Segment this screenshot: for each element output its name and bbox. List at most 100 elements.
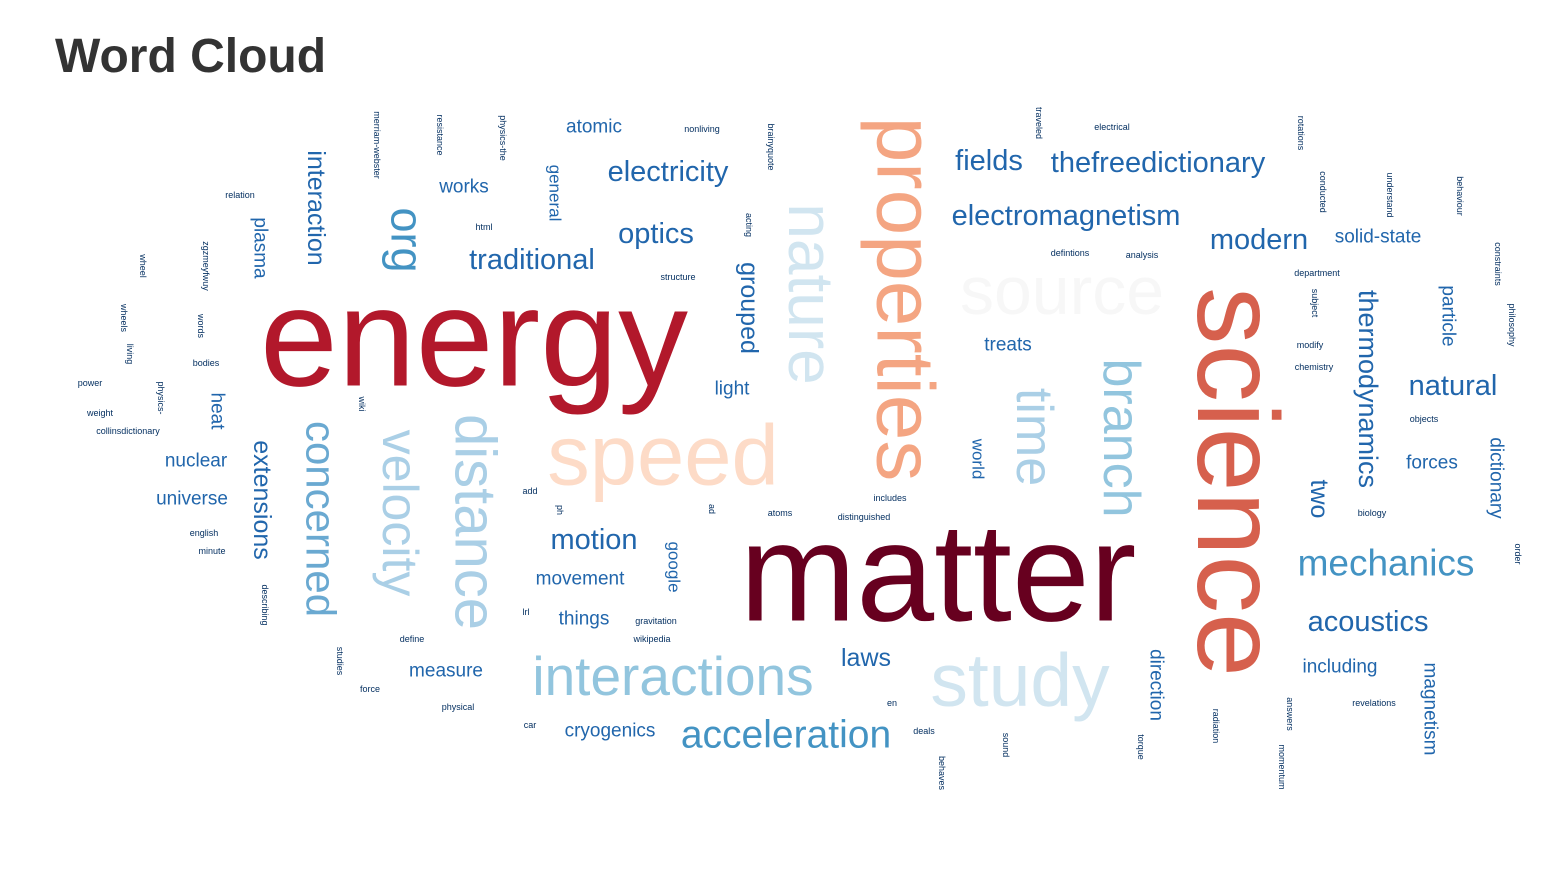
word-atoms: atoms <box>768 508 793 518</box>
word-electrical: electrical <box>1094 122 1130 132</box>
word-chemistry: chemistry <box>1295 362 1334 372</box>
word-rotations: rotations <box>1296 116 1306 151</box>
word-nature: nature <box>775 203 847 384</box>
word-conducted: conducted <box>1318 171 1328 213</box>
word-acting: acting <box>744 213 754 237</box>
word-fields: fields <box>955 145 1023 177</box>
word-revelations: revelations <box>1352 698 1396 708</box>
word-time: time <box>1005 388 1063 486</box>
word-dictionary: dictionary <box>1486 437 1507 519</box>
word-laws: laws <box>841 644 891 672</box>
word-interactions: interactions <box>532 645 813 707</box>
word-merriam-webster: merriam-webster <box>372 111 382 179</box>
word-acoustics: acoustics <box>1308 606 1429 638</box>
word-branch: branch <box>1092 359 1150 518</box>
word-wiki: wiki <box>357 396 367 412</box>
word-world: world <box>969 438 988 480</box>
word-thermodynamics: thermodynamics <box>1353 290 1383 488</box>
word-define: define <box>400 634 425 644</box>
word-google: google <box>665 541 684 592</box>
word-science: science <box>1173 287 1301 677</box>
word-biology: biology <box>1358 508 1387 518</box>
word-includes: includes <box>873 493 907 503</box>
word-subject: subject <box>1310 289 1320 318</box>
word-treats: treats <box>984 335 1032 356</box>
word-lrl: lrl <box>523 607 530 617</box>
word-concerned: concerned <box>298 421 345 617</box>
word-philosophy: philosophy <box>1507 303 1517 347</box>
word-optics: optics <box>618 218 694 250</box>
word-heat: heat <box>207 393 228 431</box>
word-structure: structure <box>660 272 695 282</box>
word-extensions: extensions <box>248 440 276 560</box>
word-gravitation: gravitation <box>635 616 677 626</box>
word-org: org <box>382 207 433 272</box>
word-traveled: traveled <box>1034 107 1044 139</box>
word-nonliving: nonliving <box>684 124 720 134</box>
word-things: things <box>559 609 610 630</box>
word-radiation: radiation <box>1211 709 1221 744</box>
word-minute: minute <box>198 546 225 556</box>
word-sound: sound <box>1001 733 1011 758</box>
word-torque: torque <box>1136 734 1146 760</box>
word-constraints: constraints <box>1493 242 1503 286</box>
word-ph: ph <box>555 505 565 515</box>
word-particle: particle <box>1438 285 1459 346</box>
word-department: department <box>1294 268 1340 278</box>
word-en: en <box>887 698 897 708</box>
word-words: words <box>196 313 206 339</box>
word-relation: relation <box>225 190 255 200</box>
word-deals: deals <box>913 726 935 736</box>
word-resistance: resistance <box>435 114 445 155</box>
word-electricity: electricity <box>608 156 729 188</box>
word-nuclear: nuclear <box>165 451 228 472</box>
word-velocity: velocity <box>372 430 428 597</box>
word-including: including <box>1303 657 1378 678</box>
word-behaves: behaves <box>937 756 947 791</box>
word-movement: movement <box>536 569 625 590</box>
word-brainyquote: brainyquote <box>766 123 776 170</box>
word-motion: motion <box>550 524 637 556</box>
word-zgzmeyfwuy: zgzmeyfwuy <box>201 241 211 291</box>
word-behaviour: behaviour <box>1455 176 1465 216</box>
word-cryogenics: cryogenics <box>565 721 656 742</box>
word-traditional: traditional <box>469 244 595 276</box>
word-modify: modify <box>1297 340 1324 350</box>
word-distance: distance <box>443 414 508 630</box>
word-source: source <box>960 253 1164 329</box>
word-magnetism: magnetism <box>1420 663 1441 756</box>
word-direction: direction <box>1146 649 1167 721</box>
word-atomic: atomic <box>566 117 622 138</box>
word-force: force <box>360 684 380 694</box>
word-two: two <box>1305 480 1333 519</box>
word-interaction: interaction <box>302 150 330 265</box>
word-light: light <box>715 379 751 400</box>
word-add: add <box>522 486 537 496</box>
word-properties: properties <box>860 117 951 482</box>
word-physical: physical <box>442 702 475 712</box>
word-distinguished: distinguished <box>838 512 891 522</box>
word-ad: ad <box>707 504 717 514</box>
word-natural: natural <box>1409 370 1498 402</box>
word-defintions: defintions <box>1051 248 1090 258</box>
word-weight: weight <box>86 408 114 418</box>
word-wheel: wheel <box>138 253 148 278</box>
word-studies: studies <box>335 647 345 676</box>
word-physics-the: physics-the <box>498 115 508 161</box>
word-car: car <box>524 720 537 730</box>
word-power: power <box>78 378 103 388</box>
word-speed: speed <box>547 409 779 504</box>
word-thefreedictionary: thefreedictionary <box>1051 147 1266 179</box>
word-study: study <box>930 638 1110 722</box>
word-forces: forces <box>1406 453 1458 474</box>
word-momentum: momentum <box>1277 744 1287 789</box>
word-describing: describing <box>260 584 270 625</box>
word-wikipedia: wikipedia <box>632 634 670 644</box>
word-energy: energy <box>260 259 688 416</box>
word-living: living <box>125 344 135 365</box>
word-modern: modern <box>1210 224 1308 256</box>
word-acceleration: acceleration <box>681 714 891 757</box>
word-matter: matter <box>740 494 1137 651</box>
word-universe: universe <box>156 489 228 510</box>
